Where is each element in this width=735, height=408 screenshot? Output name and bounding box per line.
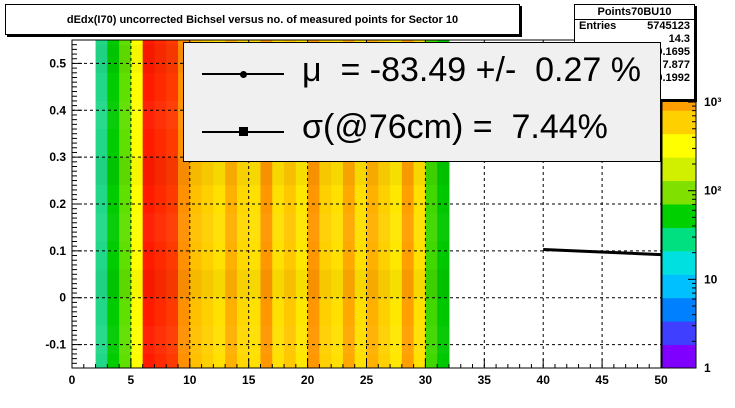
stats-row: 0.1695 [575, 46, 694, 59]
heatmap-column [130, 40, 144, 368]
square-marker-icon [239, 127, 248, 136]
fit-line-group [543, 247, 662, 257]
heatmap-band [96, 326, 449, 354]
legend-text: μ = -83.49 +/- 0.27 % [302, 51, 642, 89]
x-tick-label: 5 [128, 373, 135, 387]
z-axis: 1 10 10² 10³ [688, 39, 721, 375]
palette-swatch [662, 110, 696, 135]
x-tick-label: 25 [360, 373, 374, 387]
y-tick-label: 0 [59, 291, 66, 305]
stats-value: 5745123 [647, 20, 690, 32]
stats-key: Entries [579, 20, 617, 32]
stats-row: 14.3 [575, 33, 694, 46]
palette-swatch [662, 204, 696, 228]
x-tick-label: 40 [537, 373, 551, 387]
heatmap-column [166, 40, 179, 368]
x-tick-label: 35 [478, 373, 492, 387]
stats-value: 0.1695 [656, 46, 690, 58]
z-tick-label: 1 [704, 361, 711, 375]
stats-value: 7.877 [662, 59, 690, 71]
x-tick-label: 45 [595, 373, 609, 387]
stats-value: 0.1992 [656, 72, 690, 84]
x-tick-label: 15 [242, 373, 256, 387]
legend-entry-sigma: σ(@76cm) = 7.44% [184, 103, 660, 158]
legend-entry-mu: μ = -83.49 +/- 0.27 % [184, 47, 660, 102]
y-tick-label: 0.5 [49, 56, 66, 70]
heatmap-column [107, 40, 120, 368]
x-tick-label: 10 [183, 373, 197, 387]
heatmap-band [96, 213, 449, 241]
heatmap-column [142, 40, 155, 368]
palette-swatch [662, 180, 696, 205]
heatmap-column [154, 40, 167, 368]
stats-row: 7.877 [575, 59, 694, 72]
fit-legend: μ = -83.49 +/- 0.27 % σ(@76cm) = 7.44% [183, 42, 661, 162]
palette-swatch [662, 321, 696, 346]
x-tick-label: 50 [654, 373, 668, 387]
y-tick-label: 0.2 [49, 197, 66, 211]
z-tick-label: 10³ [704, 95, 721, 109]
y-tick-label: -0.1 [45, 338, 66, 352]
heatmap-column [119, 40, 132, 368]
y-tick-label: 0.3 [49, 150, 66, 164]
x-axis: 0 5 10 15 20 25 30 35 40 45 50 [69, 359, 668, 387]
palette-swatch [662, 250, 696, 275]
fit-line [543, 247, 662, 257]
z-tick-label: 10 [704, 272, 718, 286]
z-tick-label: 10² [704, 184, 721, 198]
heatmap-column [95, 40, 108, 368]
y-tick-label: 0.1 [49, 244, 66, 258]
stats-row: Entries 5745123 [575, 20, 694, 33]
stats-name: Points70BU10 [575, 5, 694, 20]
x-tick-label: 20 [301, 373, 315, 387]
palette-swatch [662, 133, 696, 158]
palette-swatch [662, 297, 696, 322]
dot-marker-icon [240, 71, 247, 78]
x-tick-label: 30 [419, 373, 433, 387]
plot-title: dEdx(I70) uncorrected Bichsel versus no.… [5, 4, 520, 35]
legend-text: σ(@76cm) = 7.44% [302, 108, 608, 146]
palette-swatch [662, 227, 696, 252]
palette-swatch [662, 344, 696, 369]
y-axis: -0.1 0 0.1 0.2 0.3 0.4 0.5 [45, 39, 82, 369]
heatmap-band [96, 270, 449, 298]
palette-swatch [662, 157, 696, 182]
stats-row: 0.1992 [575, 72, 694, 85]
x-tick-label: 0 [69, 373, 76, 387]
stats-value: 14.3 [668, 33, 690, 45]
palette-swatch [662, 274, 696, 299]
y-tick-label: 0.4 [49, 103, 66, 117]
